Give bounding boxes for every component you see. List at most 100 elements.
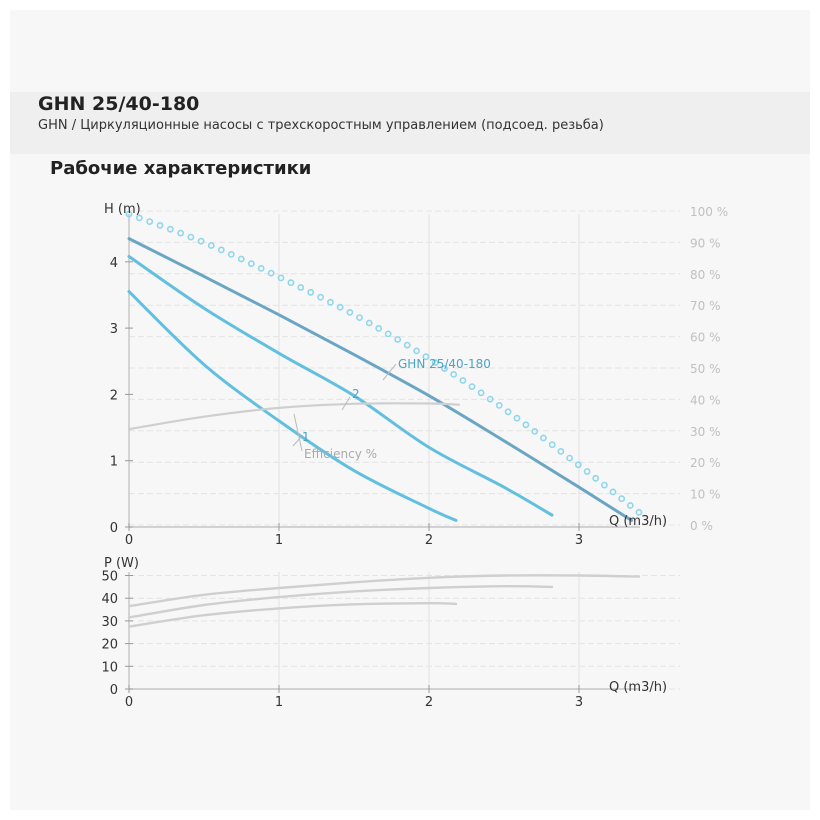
power-y-tick-label: 10 bbox=[101, 660, 118, 675]
efficiency-dot bbox=[618, 495, 626, 503]
head-series-1 bbox=[127, 290, 458, 522]
efficiency-tick-label: 80 % bbox=[690, 268, 721, 282]
power-y-tick-label: 0 bbox=[110, 683, 118, 698]
head-x-tick-label: 3 bbox=[575, 533, 583, 548]
head-y-tick-label: 4 bbox=[110, 256, 118, 271]
efficiency-dot bbox=[267, 269, 275, 277]
power-y-ticks: 0 10 20 30 40 50 bbox=[101, 570, 133, 698]
power-y-tick-label: 30 bbox=[101, 615, 118, 630]
head-y-tick-label: 2 bbox=[110, 388, 118, 403]
efficiency-tick-label: 60 % bbox=[690, 331, 721, 345]
efficiency-dot bbox=[197, 237, 205, 245]
power-series-3 bbox=[127, 601, 458, 628]
efficiency-dot bbox=[477, 389, 485, 397]
efficiency-dot bbox=[135, 214, 143, 222]
head-y-tick-label: 3 bbox=[110, 322, 118, 337]
efficiency-dot bbox=[566, 454, 573, 462]
efficiency-dot bbox=[317, 293, 324, 301]
efficiency-dot bbox=[431, 359, 439, 366]
power-y-tick-label: 50 bbox=[101, 570, 118, 585]
head-y-axis-label: H (m) bbox=[104, 202, 141, 217]
efficiency-dot bbox=[237, 255, 245, 263]
efficiency-dot bbox=[326, 298, 334, 306]
efficiency-tick-label: 40 % bbox=[690, 393, 721, 407]
efficiency-dot bbox=[403, 341, 411, 349]
efficiency-dot bbox=[207, 242, 215, 249]
power-x-tick-label: 3 bbox=[575, 695, 583, 710]
efficiency-dot bbox=[459, 377, 467, 384]
power-y-axis-label: P (W) bbox=[104, 556, 139, 571]
efficiency-dot bbox=[626, 502, 634, 509]
efficiency-dot bbox=[166, 225, 174, 233]
efficiency-dot bbox=[531, 427, 539, 435]
efficiency-tick-label: 90 % bbox=[690, 236, 721, 250]
power-axes bbox=[128, 572, 640, 690]
power-y-tick-label: 20 bbox=[101, 638, 118, 653]
efficiency-dot bbox=[513, 414, 521, 422]
efficiency-dot bbox=[307, 288, 315, 296]
efficiency-dot bbox=[257, 264, 265, 272]
efficiency-dot bbox=[187, 233, 195, 241]
head-y-tick-label: 0 bbox=[110, 521, 118, 536]
power-series bbox=[127, 574, 641, 628]
head-chart: 0 1 2 3 0 1 2 3 4 0 % 10 % 20 % 30 % 40 % 50 % 60 % 70… bbox=[104, 202, 728, 548]
head-series-2 bbox=[127, 255, 554, 517]
efficiency-dot bbox=[504, 408, 512, 416]
efficiency-tick-label: 0 % bbox=[690, 519, 713, 533]
efficiency-tick-label: 10 % bbox=[690, 488, 721, 502]
power-x-tick-label: 2 bbox=[425, 695, 433, 710]
efficiency-dot bbox=[422, 353, 430, 361]
head-x-axis-label: Q (m3/h) bbox=[609, 514, 667, 529]
efficiency-dot bbox=[297, 284, 305, 291]
efficiency-dot bbox=[227, 250, 235, 258]
power-x-tick-label: 1 bbox=[275, 695, 283, 710]
efficiency-dot bbox=[450, 370, 458, 378]
efficiency-dot bbox=[394, 336, 402, 343]
efficiency-tick-label: 70 % bbox=[690, 299, 721, 313]
label-leader-main bbox=[382, 363, 397, 381]
power-series-1 bbox=[127, 574, 641, 608]
efficiency-dot bbox=[125, 210, 133, 218]
efficiency-dot bbox=[635, 508, 643, 516]
efficiency-dot bbox=[574, 461, 582, 469]
section-title: Рабочие характеристики bbox=[50, 158, 312, 179]
head-x-tick-label: 1 bbox=[275, 533, 283, 548]
efficiency-dot bbox=[277, 274, 285, 282]
efficiency-tick-label: 50 % bbox=[690, 362, 721, 376]
label-main-curve: GHN 25/40-180 bbox=[398, 357, 491, 371]
label-curve-2: 2 bbox=[352, 387, 360, 401]
efficiency-dot bbox=[609, 488, 617, 496]
power-chart: 0 1 2 3 0 10 20 30 40 50 P (W) Q (m3/h) bbox=[101, 556, 680, 710]
efficiency-dot bbox=[601, 481, 608, 489]
efficiency-tick-label: 30 % bbox=[690, 425, 721, 439]
head-series-efficiency- bbox=[127, 402, 461, 431]
head-y-ticks: 0 1 2 3 4 bbox=[110, 256, 133, 536]
efficiency-dot bbox=[486, 395, 494, 403]
head-axes bbox=[128, 214, 640, 528]
head-series bbox=[125, 210, 643, 522]
efficiency-y-ticks: 0 % 10 % 20 % 30 % 40 % 50 % 60 % 70 % 80 % 90 % 1… bbox=[690, 205, 728, 533]
efficiency-dot bbox=[247, 260, 255, 268]
efficiency-dot bbox=[468, 383, 476, 390]
efficiency-dot bbox=[287, 279, 295, 287]
efficiency-dot bbox=[495, 401, 503, 409]
efficiency-dot bbox=[583, 468, 591, 475]
efficiency-dot bbox=[156, 221, 164, 229]
head-series-ghn-25-40-180 bbox=[127, 237, 633, 522]
efficiency-dot bbox=[177, 229, 184, 237]
efficiency-dot bbox=[346, 308, 354, 316]
efficiency-dot bbox=[540, 434, 547, 442]
label-curve-1: 1 bbox=[302, 430, 310, 444]
head-y-tick-label: 1 bbox=[110, 455, 118, 470]
page-panel bbox=[10, 10, 810, 810]
head-x-tick-label: 0 bbox=[125, 533, 133, 548]
efficiency-dot bbox=[146, 218, 154, 225]
power-x-axis-label: Q (m3/h) bbox=[609, 680, 667, 695]
efficiency-dot bbox=[375, 324, 383, 332]
efficiency-dot bbox=[356, 314, 363, 321]
efficiency-dot bbox=[336, 303, 344, 311]
label-leader-2 bbox=[341, 396, 351, 411]
power-x-ticks: 0 1 2 3 bbox=[125, 685, 583, 710]
efficiency-dot bbox=[217, 246, 225, 254]
efficiency-dot bbox=[413, 347, 420, 355]
